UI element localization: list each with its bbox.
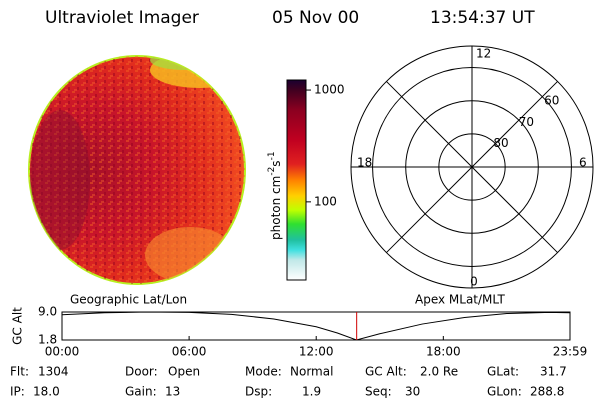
polar-ring-label: 70	[519, 115, 534, 129]
x-tick-label: 23:59	[553, 345, 588, 359]
polar-ring	[438, 133, 506, 201]
y-tick-label: 9.0	[38, 305, 57, 319]
y-axis-label: GC Alt	[11, 307, 25, 345]
colorbar	[286, 79, 307, 281]
right-label: Apex MLat/MLT	[415, 293, 505, 307]
polar-ring	[405, 100, 539, 234]
info-value: 18.0	[33, 385, 60, 399]
time: 13:54:37 UT	[430, 8, 535, 28]
date: 05 Nov 00	[272, 8, 359, 28]
colorbar-tick-label: 1000	[314, 83, 345, 97]
earth-image	[28, 55, 246, 285]
info-label: IP:	[10, 385, 25, 399]
x-tick-label: 18:00	[426, 345, 461, 359]
mlt-label: 0	[470, 275, 478, 289]
x-tick-label: 12:00	[299, 345, 334, 359]
colorbar-tick-label: 100	[314, 194, 337, 208]
mlt-label: 6	[579, 156, 587, 170]
info-value: Normal	[290, 365, 333, 379]
info-label: Seq:	[365, 385, 392, 399]
mlt-label: 12	[476, 47, 491, 61]
info-label: Mode:	[245, 365, 282, 379]
polar-ring-label: 80	[493, 136, 508, 150]
title: Ultraviolet Imager	[45, 8, 199, 28]
left-label: Geographic Lat/Lon	[70, 293, 187, 307]
info-label: GC Alt:	[365, 365, 407, 379]
info-label: GLon:	[487, 385, 522, 399]
info-label: Gain:	[125, 385, 157, 399]
polar-ring	[372, 67, 572, 267]
info-value: Open	[168, 365, 200, 379]
y-tick-label: 1.8	[38, 333, 57, 347]
info-value: 31.7	[540, 365, 567, 379]
mlt-label: 18	[357, 156, 372, 170]
info-value: 1304	[38, 365, 69, 379]
info-label: Door:	[125, 365, 158, 379]
info-label: Dsp:	[245, 385, 272, 399]
info-value: 13	[165, 385, 180, 399]
colorbar-label: photon cm-2s-1	[267, 151, 283, 240]
altitude-frame	[61, 311, 571, 341]
info-value: 1.9	[302, 385, 321, 399]
info-label: Flt:	[10, 365, 29, 379]
polar-ring-label: 60	[544, 94, 559, 108]
info-label: GLat:	[487, 365, 519, 379]
info-value: 288.8	[530, 385, 564, 399]
x-tick-label: 06:00	[172, 345, 207, 359]
polar-diagonal	[386, 81, 558, 253]
info-value: 2.0 Re	[420, 365, 458, 379]
info-value: 30	[405, 385, 420, 399]
x-tick-label: 00:00	[45, 345, 80, 359]
altitude-line	[61, 311, 571, 341]
